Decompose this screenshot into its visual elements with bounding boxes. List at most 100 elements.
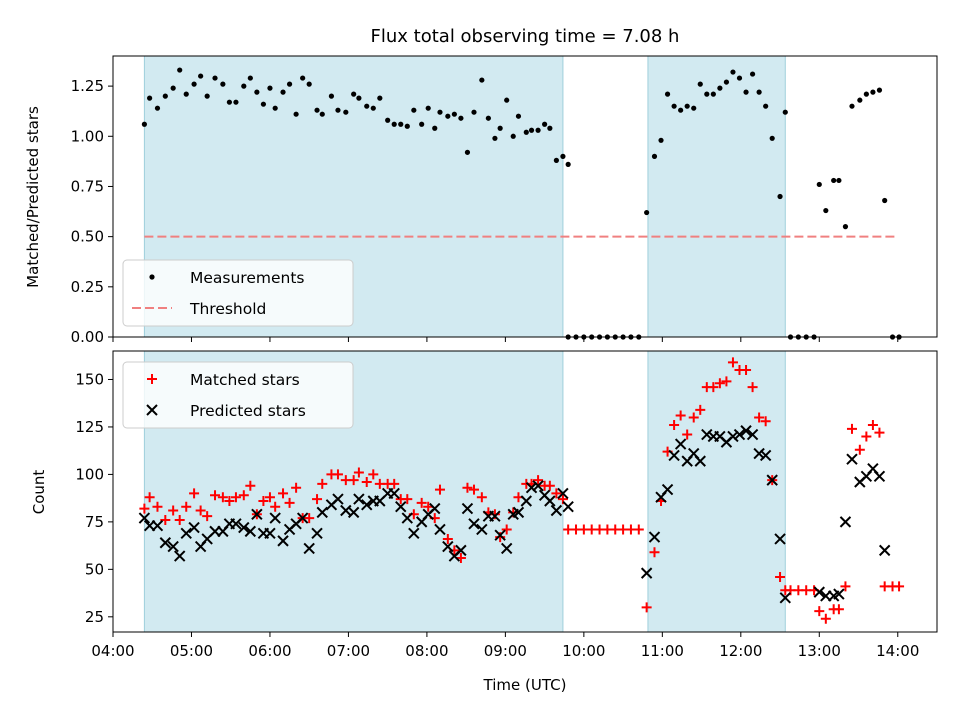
predicted-stars-point: [230, 518, 242, 530]
matched-stars-point: [217, 492, 228, 503]
measurements-point: [823, 207, 829, 214]
top-panel: 0.00 0.25 0.50 0.75 1.00 1.25 Measurements Thre…: [71, 55, 938, 346]
measurements-point: [183, 91, 189, 97]
measurements-point: [763, 103, 769, 109]
measurements-point: [769, 135, 775, 141]
matched-stars-point: [189, 488, 200, 499]
predicted-stars-point: [468, 518, 480, 530]
predicted-stars-point: [839, 516, 852, 528]
measurements-point: [306, 81, 312, 87]
predicted-stars-point: [512, 506, 525, 519]
measurements-point: [479, 77, 485, 83]
matched-stars-point: [202, 511, 213, 522]
predicted-stars-point: [520, 495, 533, 507]
predicted-stars-point: [332, 493, 344, 505]
measurements-point: [272, 105, 278, 111]
measurements-point: [485, 115, 491, 121]
measurements-point: [141, 121, 147, 127]
predicted-stars-point: [500, 542, 513, 555]
measurements-point: [691, 105, 697, 111]
predicted-stars-point: [668, 449, 680, 462]
matched-stars-point: [245, 480, 256, 491]
measurements-point: [314, 107, 320, 113]
x-tick-label: 09:00: [484, 642, 527, 660]
chart-title: Flux total observing time = 7.08 h: [371, 26, 680, 47]
predicted-stars-point: [188, 521, 200, 534]
measurements-point: [528, 127, 535, 133]
measurements-point: [831, 177, 837, 184]
x-axis-label: Time (UTC): [483, 676, 567, 694]
predicted-stars-point: [401, 512, 413, 524]
matched-stars-point: [682, 429, 693, 440]
matched-stars-point: [501, 524, 512, 535]
matched-stars-point: [195, 505, 206, 516]
measurements-point: [432, 125, 438, 131]
bottom-y-axis-label: Count: [30, 470, 48, 515]
legend-plus-marker: [147, 374, 157, 384]
measurements-point: [445, 113, 451, 119]
predicted-stars-point: [138, 512, 151, 524]
measurements-point: [267, 85, 273, 91]
bottom-y-tick-label: 100: [75, 465, 104, 483]
measurements-point: [697, 81, 703, 87]
bottom-y-tick-label: 25: [85, 608, 104, 626]
predicted-stars-point: [701, 428, 713, 441]
matched-stars-point: [348, 475, 359, 486]
measurements-point: [162, 93, 168, 99]
matched-stars-point: [139, 503, 150, 514]
predicted-stars-point: [532, 480, 544, 492]
top-axes-frame: [112, 55, 938, 338]
matched-stars-point: [181, 501, 192, 512]
predicted-stars-point: [774, 533, 786, 545]
predicted-stars-point: [562, 500, 574, 513]
matched-stars-point: [754, 412, 765, 423]
bottom-y-tick-label: 50: [85, 560, 104, 578]
measurements-point: [385, 117, 391, 123]
measurements-point: [254, 89, 260, 95]
predicted-stars-point: [167, 540, 179, 553]
top-y-tick-label: 0.50: [71, 228, 104, 246]
top-y-tick-label: 1.25: [71, 77, 104, 95]
matched-stars-point: [861, 431, 872, 442]
measurements-point: [723, 79, 730, 85]
matched-stars-point: [551, 488, 562, 499]
legend-label: Threshold: [189, 300, 266, 318]
predicted-stars-point: [251, 508, 263, 520]
measurements-point: [191, 81, 197, 87]
predicted-stars-point: [733, 428, 746, 441]
measurements-point: [356, 95, 362, 101]
measurements-point: [816, 181, 822, 188]
measurements-point: [492, 135, 498, 141]
measurements-point: [736, 75, 743, 81]
top-legend-box: [122, 259, 354, 327]
predicted-stars-point: [238, 521, 250, 534]
predicted-stars-point: [180, 527, 192, 539]
matched-stars-point: [675, 410, 686, 421]
matched-stars-point: [462, 482, 473, 493]
predicted-stars-point: [494, 529, 506, 541]
measurements-point: [658, 137, 664, 143]
matched-stars-point: [264, 492, 275, 503]
predicted-stars-point: [455, 544, 467, 557]
matched-stars-point: [833, 604, 844, 615]
measurements-point: [857, 97, 863, 103]
bottom-legend: Matched stars Predicted stars: [122, 361, 354, 429]
matched-stars-point: [270, 501, 281, 512]
measurements-point: [198, 73, 204, 79]
matched-stars-point: [633, 524, 644, 535]
measurements-point: [671, 103, 677, 109]
matched-stars-point: [160, 514, 171, 525]
predicted-stars-point: [311, 527, 323, 539]
matched-stars-point: [649, 547, 660, 558]
bottom-panel: 25 50 75 100 125 150 04:00 05:00 06:00 07:00 08:00…: [75, 350, 938, 660]
matched-stars-point: [284, 497, 295, 508]
top-y-axis-label: Matched/Predicted stars: [24, 106, 42, 288]
predicted-stars-point: [557, 487, 569, 500]
legend-dot-marker: [149, 274, 155, 280]
measurements-point: [419, 121, 425, 127]
predicted-stars-point: [759, 449, 772, 462]
top-y-tick-label: 0.25: [71, 278, 104, 296]
measurements-point: [782, 109, 788, 115]
x-tick-label: 13:00: [798, 642, 841, 660]
